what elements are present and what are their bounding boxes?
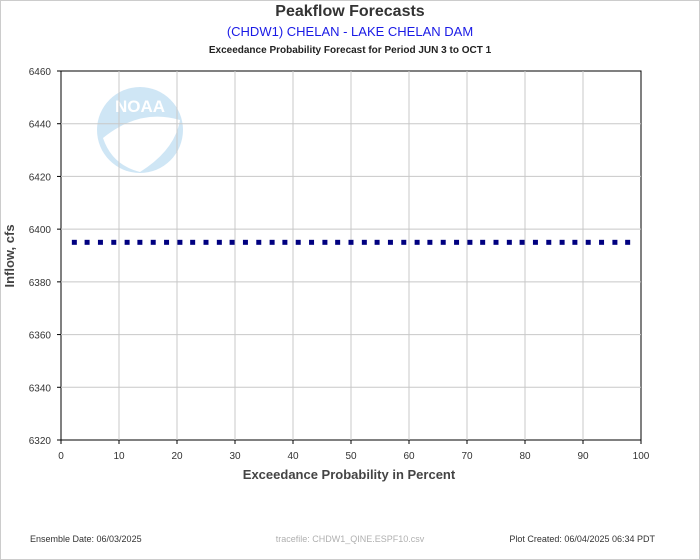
data-point (242, 239, 248, 245)
x-axis-title: Exceedance Probability in Percent (243, 467, 456, 482)
data-point (625, 239, 631, 245)
data-point (467, 239, 473, 245)
x-tick-label: 50 (345, 451, 357, 462)
data-point (427, 239, 433, 245)
y-tick-label: 6380 (29, 278, 52, 289)
data-point (269, 239, 275, 245)
data-point (150, 239, 156, 245)
station-subtitle: (CHDW1) CHELAN - LAKE CHELAN DAM (226, 24, 474, 39)
data-point (322, 239, 328, 245)
data-point (519, 239, 525, 245)
tracefile-label: tracefile: CHDW1_QINE.ESPF10.csv (275, 534, 425, 544)
data-point (295, 239, 301, 245)
data-point (137, 239, 143, 245)
y-tick-label: 6340 (29, 383, 52, 394)
data-point (335, 239, 341, 245)
y-axis-title: Inflow, cfs (2, 224, 17, 287)
x-tick-label: 40 (287, 451, 299, 462)
data-point (493, 239, 499, 245)
data-point (256, 239, 262, 245)
x-tick-label: 10 (113, 451, 125, 462)
data-point (532, 239, 538, 245)
data-point (585, 239, 591, 245)
data-point (612, 239, 618, 245)
data-point (124, 239, 130, 245)
y-tick-label: 6360 (29, 331, 52, 342)
data-point (111, 239, 117, 245)
axis-ticks: 0 10 20 30 40 50 60 70 80 90 100 6320 6340 6360 6380 64… (29, 67, 650, 462)
y-tick-label: 6420 (29, 172, 52, 183)
data-point (361, 239, 367, 245)
data-point (506, 239, 512, 245)
y-tick-label: 6320 (29, 436, 52, 447)
chart-title: Peakflow Forecasts (275, 3, 425, 20)
x-tick-label: 0 (58, 451, 64, 462)
data-point (559, 239, 565, 245)
data-point (348, 239, 354, 245)
data-point (282, 239, 288, 245)
data-point (387, 239, 393, 245)
data-point (599, 239, 605, 245)
y-tick-label: 6460 (29, 67, 52, 78)
data-point (440, 239, 446, 245)
x-tick-label: 70 (461, 451, 473, 462)
data-point (216, 239, 222, 245)
data-point (229, 239, 235, 245)
data-point (177, 239, 183, 245)
data-point (401, 239, 407, 245)
x-tick-label: 20 (171, 451, 183, 462)
data-point (309, 239, 315, 245)
data-point (71, 239, 77, 245)
x-tick-label: 30 (229, 451, 241, 462)
x-tick-label: 60 (403, 451, 415, 462)
x-tick-label: 80 (519, 451, 531, 462)
series-points (71, 239, 631, 245)
data-point (203, 239, 209, 245)
data-point (84, 239, 90, 245)
noaa-logo-icon: NOAA (97, 87, 183, 173)
data-point (190, 239, 196, 245)
data-point (546, 239, 552, 245)
forecast-period-caption: Exceedance Probability Forecast for Peri… (208, 45, 492, 56)
x-tick-label: 90 (577, 451, 589, 462)
data-point (97, 239, 103, 245)
plot-created: Plot Created: 06/04/2025 06:34 PDT (509, 534, 655, 544)
data-point (374, 239, 380, 245)
y-tick-label: 6400 (29, 225, 52, 236)
x-tick-label: 100 (633, 451, 650, 462)
data-point (572, 239, 578, 245)
ensemble-date: Ensemble Date: 06/03/2025 (30, 534, 142, 544)
y-tick-label: 6440 (29, 120, 52, 131)
data-point (164, 239, 170, 245)
data-point (454, 239, 460, 245)
data-point (480, 239, 486, 245)
grid-lines (61, 71, 641, 440)
data-point (414, 239, 420, 245)
noaa-logo-text: NOAA (115, 97, 165, 116)
